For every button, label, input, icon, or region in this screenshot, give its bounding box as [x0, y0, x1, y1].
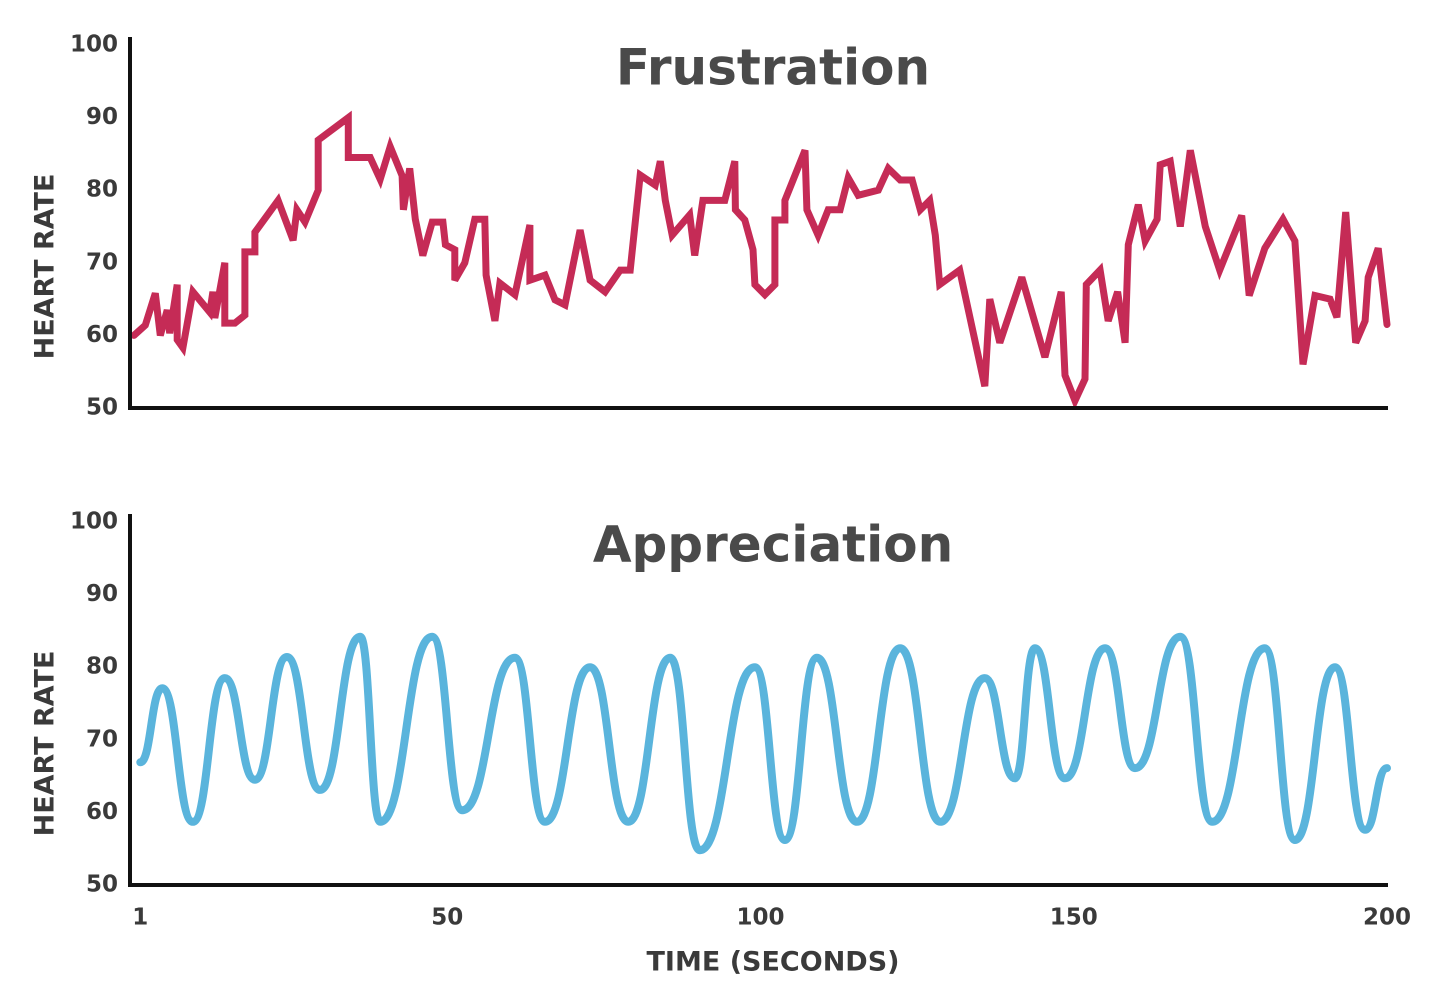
- y-axis-label: HEART RATE: [30, 651, 61, 837]
- y-tick-label: 70: [86, 249, 118, 275]
- x-tick-label: 100: [736, 905, 784, 931]
- y-tick-label: 100: [70, 32, 118, 58]
- chart-title: Frustration: [616, 39, 930, 97]
- y-tick-label: 60: [86, 322, 118, 348]
- y-tick-label: 80: [86, 654, 118, 680]
- y-tick-label: 90: [86, 581, 118, 607]
- x-tick-label: 1: [132, 905, 148, 931]
- y-tick-label: 60: [86, 799, 118, 825]
- x-tick-label: 200: [1363, 905, 1411, 931]
- y-tick-label: 50: [86, 395, 118, 421]
- y-tick-label: 70: [86, 726, 118, 752]
- x-axis-label: TIME (SECONDS): [647, 947, 900, 978]
- y-axis-label: HEART RATE: [30, 174, 61, 360]
- y-tick-label: 80: [86, 177, 118, 203]
- y-tick-label: 100: [70, 509, 118, 535]
- y-tick-label: 50: [86, 872, 118, 898]
- y-tick-label: 90: [86, 104, 118, 130]
- data-line: [130, 110, 1391, 410]
- x-tick-label: 150: [1050, 905, 1098, 931]
- x-tick-label: 50: [431, 905, 463, 931]
- chart-title: Appreciation: [593, 516, 953, 574]
- data-line: [136, 632, 1391, 855]
